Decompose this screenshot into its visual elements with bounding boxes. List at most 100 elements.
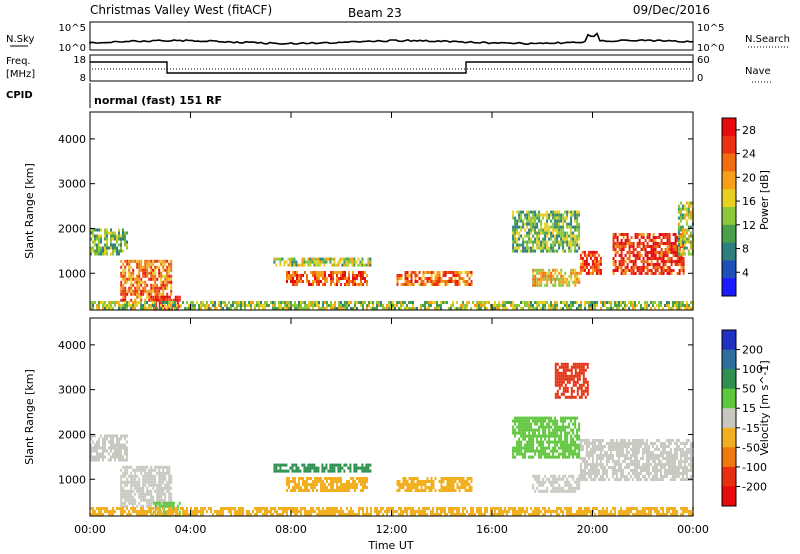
colorbar-tick-label-5: -50 bbox=[742, 441, 760, 454]
velocity-yticks: 1000 2000 3000 4000 bbox=[58, 318, 694, 516]
freq-strip: Freq. [MHz] 18 8 60 0 Nave bbox=[6, 54, 772, 84]
ytick-label-1: 2000 bbox=[58, 428, 86, 441]
colorbar-tick-label-6: -100 bbox=[742, 461, 767, 474]
velocity-frame bbox=[89, 317, 694, 517]
ytick-label-0: 1000 bbox=[58, 473, 86, 486]
velocity-xlabel: Time UT bbox=[367, 539, 413, 552]
data-region-9 bbox=[554, 362, 589, 399]
colorbar-swatch-1 bbox=[722, 135, 736, 154]
colorbar-swatch-6 bbox=[722, 447, 736, 468]
freq-frame bbox=[89, 54, 694, 82]
colorbar-swatch-8 bbox=[722, 260, 736, 279]
xtick-label-2: 08:00 bbox=[275, 523, 307, 536]
ytick-label-3: 4000 bbox=[58, 339, 86, 352]
colorbar-swatch-2 bbox=[722, 153, 736, 172]
nsearch-label: N.Search bbox=[745, 34, 790, 45]
data-region-9 bbox=[612, 233, 685, 275]
data-region-8 bbox=[579, 439, 694, 481]
power-ylabel: Slant Range [km] bbox=[23, 163, 36, 259]
data-region-10 bbox=[90, 507, 694, 516]
colorbar-tick-label-1: 100 bbox=[742, 363, 763, 376]
nsearch-tick-bottom: 10^0 bbox=[697, 43, 724, 54]
colorbar-swatch-3 bbox=[722, 171, 736, 190]
colorbar-swatch-3 bbox=[722, 388, 736, 409]
xtick-label-6: 00:00 bbox=[677, 523, 709, 536]
nsky-trace bbox=[89, 32, 694, 46]
data-region-4 bbox=[286, 271, 368, 286]
velocity-colorbar-label: Velocity [m s^-1] bbox=[758, 360, 771, 455]
data-region-7 bbox=[532, 474, 581, 493]
data-region-3 bbox=[273, 463, 372, 473]
velocity-xticks: 00:00 04:00 08:00 12:00 16:00 20:00 00:00 bbox=[74, 523, 709, 536]
xtick-label-5: 20:00 bbox=[577, 523, 609, 536]
ytick-label-2: 3000 bbox=[58, 178, 86, 191]
colorbar-tick-label-0: 200 bbox=[742, 344, 763, 357]
data-region-1 bbox=[120, 465, 173, 508]
data-region-5 bbox=[396, 271, 473, 286]
data-region-5 bbox=[396, 477, 473, 492]
colorbar-tick-label-3: 16 bbox=[742, 195, 756, 208]
data-region-0 bbox=[90, 434, 128, 462]
colorbar-swatch-4 bbox=[722, 408, 736, 429]
nsky-frame bbox=[89, 21, 694, 51]
colorbar-tick-label-6: 28 bbox=[742, 124, 756, 137]
data-region-8 bbox=[579, 250, 602, 275]
cpid-label: CPID bbox=[6, 90, 33, 101]
colorbar-swatch-9 bbox=[722, 278, 736, 297]
colorbar-tick-label-2: 12 bbox=[742, 219, 756, 232]
data-region-11 bbox=[90, 301, 694, 310]
colorbar-swatch-7 bbox=[722, 242, 736, 261]
colorbar-tick-label-1: 8 bbox=[742, 243, 749, 256]
freq-tick-bottom: 8 bbox=[80, 73, 86, 84]
nave-label: Nave bbox=[745, 66, 771, 77]
freq-trace bbox=[90, 61, 693, 74]
ytick-label-1: 2000 bbox=[58, 222, 86, 235]
colorbar-swatch-7 bbox=[722, 466, 736, 487]
power-colorbar-label: Power [dB] bbox=[758, 170, 771, 230]
velocity-ylabel: Slant Range [km] bbox=[23, 369, 36, 465]
ytick-label-0: 1000 bbox=[58, 267, 86, 280]
colorbar-tick-label-4: -15 bbox=[742, 422, 760, 435]
date-label: 09/Dec/2016 bbox=[633, 3, 710, 17]
colorbar-swatch-4 bbox=[722, 189, 736, 208]
nsky-tick-top: 10^5 bbox=[59, 23, 86, 34]
colorbar-swatch-6 bbox=[722, 224, 736, 243]
nsky-tick-bottom: 10^0 bbox=[59, 43, 86, 54]
data-region-3 bbox=[273, 257, 372, 267]
beam-label: Beam 23 bbox=[348, 6, 402, 20]
colorbar-tick-label-0: 4 bbox=[742, 266, 749, 279]
colorbar-swatch-5 bbox=[722, 207, 736, 226]
colorbar-tick-label-3: 15 bbox=[742, 402, 756, 415]
nave-tick-top: 60 bbox=[697, 55, 710, 66]
data-region-1 bbox=[120, 259, 173, 302]
nsky-label: N.Sky bbox=[6, 34, 34, 45]
colorbar-swatch-1 bbox=[722, 349, 736, 370]
freq-label: Freq. bbox=[6, 56, 31, 67]
nsky-strip: N.Sky 10^5 10^0 10^5 10^0 N.Search bbox=[6, 21, 790, 54]
data-region-6 bbox=[512, 416, 581, 459]
xtick-label-3: 12:00 bbox=[376, 523, 408, 536]
ytick-label-2: 3000 bbox=[58, 384, 86, 397]
power-yticks: 1000 2000 3000 4000 bbox=[58, 112, 694, 310]
xtick-label-4: 16:00 bbox=[476, 523, 508, 536]
data-region-6 bbox=[512, 210, 581, 253]
colorbar-tick-label-5: 24 bbox=[742, 148, 756, 161]
xtick-label-1: 04:00 bbox=[175, 523, 207, 536]
freq-unit: [MHz] bbox=[6, 69, 35, 80]
data-region-0 bbox=[90, 228, 128, 256]
colorbar-frame bbox=[721, 329, 737, 507]
data-region-4 bbox=[286, 477, 368, 492]
colorbar-frame bbox=[721, 117, 737, 297]
freq-tick-top: 18 bbox=[73, 55, 86, 66]
power-colorbar: 4 8 12 16 20 24 28 bbox=[721, 117, 756, 297]
ytick-label-3: 4000 bbox=[58, 133, 86, 146]
colorbar-swatch-0 bbox=[722, 118, 736, 137]
nsearch-tick-top: 10^5 bbox=[697, 23, 724, 34]
colorbar-swatch-5 bbox=[722, 427, 736, 448]
colorbar-tick-label-2: 50 bbox=[742, 383, 756, 396]
nave-tick-bottom: 0 bbox=[697, 73, 703, 84]
cpid-text: normal (fast) 151 RF bbox=[94, 94, 222, 107]
xtick-label-0: 00:00 bbox=[74, 523, 106, 536]
